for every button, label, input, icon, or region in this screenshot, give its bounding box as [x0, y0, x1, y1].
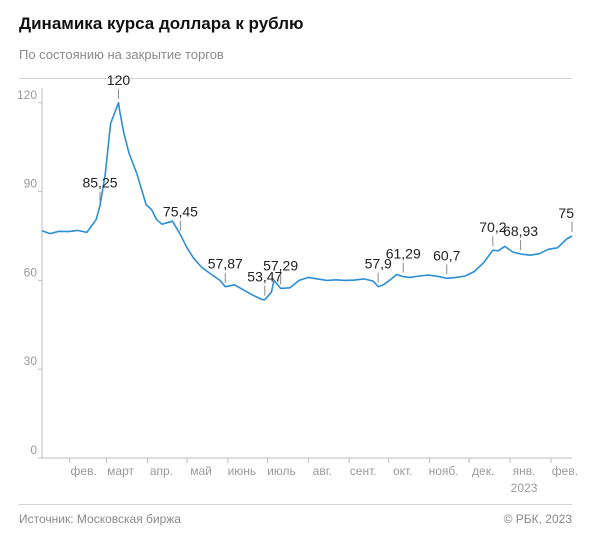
- x-tick-label: окт.: [393, 464, 413, 478]
- copyright-note: © РБК, 2023: [503, 512, 572, 526]
- value-annotation: 57,9: [365, 256, 392, 283]
- bottom-divider: [19, 504, 572, 505]
- y-tick-label: 90: [24, 177, 38, 191]
- value-annotation: 61,29: [386, 246, 421, 273]
- chart-title: Динамика курса доллара к рублю: [19, 14, 304, 33]
- annotation-label: 75: [558, 205, 574, 221]
- x-tick-label: авг.: [313, 464, 332, 478]
- x-tick-label: июль: [267, 464, 296, 478]
- x-tick-label: май: [190, 464, 212, 478]
- y-tick-label: 120: [17, 88, 37, 102]
- value-annotation: 75: [558, 205, 574, 232]
- value-annotation: 75,45: [163, 204, 198, 231]
- x-tick-label: нояб.: [429, 464, 459, 478]
- annotation-label: 57,29: [263, 257, 298, 273]
- x-tick-label: июнь: [228, 464, 257, 478]
- annotation-label: 75,45: [163, 204, 198, 220]
- value-annotation: 70,2: [479, 219, 507, 247]
- value-annotation: 57,87: [208, 256, 243, 283]
- x-tick-label: фев.: [552, 464, 578, 478]
- annotation-label: 68,93: [503, 223, 538, 239]
- y-tick-label: 30: [24, 354, 38, 368]
- top-divider: [19, 78, 572, 79]
- x-tick-label: янв.: [513, 464, 536, 478]
- annotation-label: 61,29: [386, 246, 421, 262]
- value-annotation: 60,7: [433, 247, 461, 275]
- x-tick-label: фев.: [71, 464, 97, 478]
- annotation-label: 85,25: [82, 175, 117, 191]
- annotation-label: 120: [107, 72, 131, 88]
- y-axis: 0 30 60 90 120: [17, 88, 42, 459]
- value-annotation: 57,29: [263, 257, 298, 285]
- annotation-label: 57,87: [208, 256, 243, 272]
- x-axis: фев. март апр. май июнь июль авг. сент. окт. нояб…: [69, 458, 578, 495]
- year-label: 2023: [511, 481, 538, 495]
- series-line: [41, 102, 573, 301]
- source-note: Источник: Московская биржа: [19, 512, 181, 526]
- annotation-label: 70,2: [479, 219, 506, 235]
- value-annotation: 68,93: [503, 223, 538, 250]
- x-tick-label: дек.: [472, 464, 494, 478]
- x-tick-label: апр.: [150, 464, 173, 478]
- chart-subtitle: По состоянию на закрытие торгов: [19, 47, 224, 62]
- value-annotation: 53,47: [247, 269, 283, 296]
- annotation-label: 60,7: [433, 247, 460, 263]
- annotation-label: 57,9: [365, 256, 392, 272]
- annotation-label: 53,47: [247, 269, 282, 285]
- value-annotation: 85,25: [82, 175, 118, 202]
- y-tick-label: 60: [24, 265, 38, 279]
- value-annotation: 120: [107, 72, 131, 99]
- x-tick-label: март: [107, 464, 134, 478]
- x-tick-label: сент.: [350, 464, 377, 478]
- y-tick-label: 0: [30, 443, 37, 457]
